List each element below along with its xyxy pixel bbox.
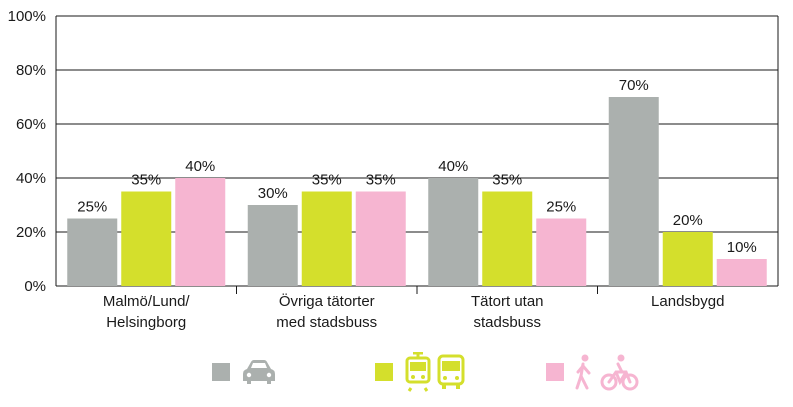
bar [247,205,298,286]
legend-swatch-public-transport [375,363,393,381]
bar [662,232,713,286]
legend-car [212,350,278,394]
data-label: 35% [366,172,396,189]
bar [536,218,587,286]
y-tick-label: 100% [8,8,46,25]
data-label: 70% [619,77,649,94]
y-tick-label: 20% [16,224,46,241]
data-label: 30% [258,185,288,202]
data-label: 40% [185,158,215,175]
legend-walk-bike [546,350,640,394]
legend-swatch-car [212,363,230,381]
y-tick-label: 60% [16,116,46,133]
walk-bike-icon [575,354,639,391]
bar [482,191,533,286]
y-tick-label: 80% [16,62,46,79]
category-label: stadsbuss [473,314,541,331]
car-icon [243,360,275,384]
data-label: 40% [438,158,468,175]
data-label: 35% [312,172,342,189]
category-label: Landsbygd [651,293,724,310]
y-tick-label: 40% [16,170,46,187]
bar [428,178,479,286]
legend-swatch-walk-bike [546,363,564,381]
data-label: 25% [546,199,576,216]
bar [355,191,406,286]
category-label: med stadsbuss [276,314,377,331]
legend-public-transport [375,350,467,394]
data-label: 25% [77,199,107,216]
bar [716,259,767,286]
data-label: 35% [492,172,522,189]
category-label: Helsingborg [106,314,186,331]
bar [67,218,118,286]
bar [608,97,659,286]
data-label: 20% [673,212,703,229]
y-tick-label: 0% [24,278,46,295]
data-label: 35% [131,172,161,189]
tram-bus-icon [405,352,465,392]
category-label: Malmö/Lund/ [103,293,191,310]
category-label: Tätort utan [471,293,544,310]
bar [175,178,226,286]
bar [121,191,172,286]
category-label: Övriga tätorter [279,292,375,310]
bar [301,191,352,286]
data-label: 10% [727,239,757,256]
